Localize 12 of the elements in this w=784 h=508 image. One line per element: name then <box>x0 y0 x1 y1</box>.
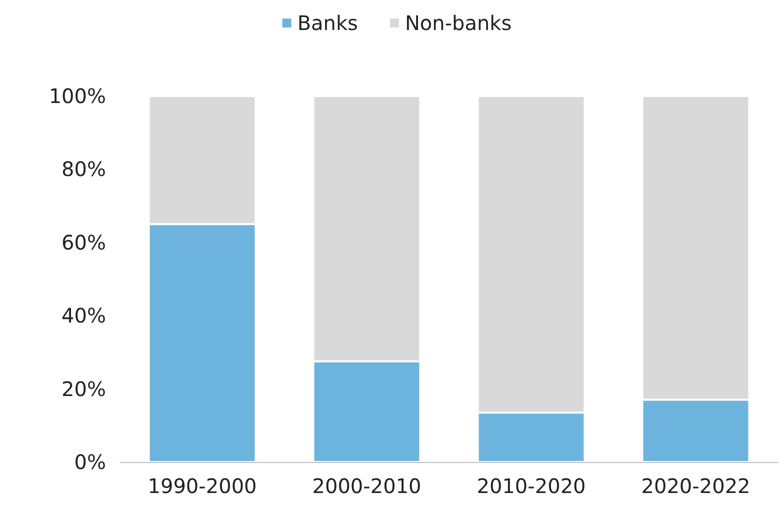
y-tick-label: 40% <box>62 304 106 328</box>
legend-label: Non-banks <box>404 11 512 35</box>
y-tick-label: 100% <box>48 84 106 108</box>
y-tick-label: 60% <box>62 230 106 254</box>
x-tick-label: 2020-2022 <box>641 474 750 498</box>
x-tick-label: 2010-2020 <box>476 474 586 498</box>
legend-label: Banks <box>297 11 358 35</box>
y-tick-label: 80% <box>62 157 106 182</box>
x-tick-label: 1990-2000 <box>148 474 257 498</box>
y-tick-label: 0% <box>74 450 106 474</box>
x-tick-label: 2000-2010 <box>312 474 422 498</box>
y-tick-label: 20% <box>62 376 106 401</box>
